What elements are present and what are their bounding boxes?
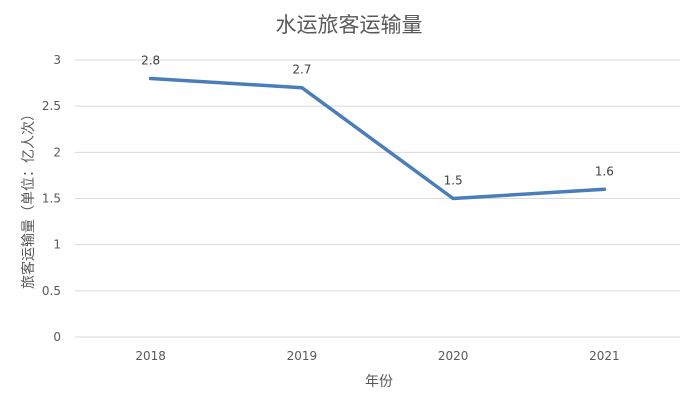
y-axis-ticks: 0 0.5 1 1.5 2 2.5 3 <box>42 53 61 344</box>
data-label: 1.6 <box>595 164 614 178</box>
series-line-0 <box>148 76 607 201</box>
data-label: 2.7 <box>292 63 311 77</box>
data-point <box>602 187 606 191</box>
data-labels: 2.8 2.7 1.5 1.6 <box>141 53 614 187</box>
data-point <box>451 197 455 200</box>
y-tick-label: 3 <box>53 53 61 67</box>
y-tick-label: 1 <box>53 238 61 252</box>
x-tick-label: 2020 <box>438 349 469 363</box>
series-layer <box>148 76 607 201</box>
chart-title: 水运旅客运输量 <box>276 13 423 37</box>
y-tick-label: 0.5 <box>42 284 61 298</box>
gridlines <box>75 59 680 338</box>
data-label: 1.5 <box>444 174 463 188</box>
x-axis-ticks: 2018 2019 2020 2021 <box>135 349 619 363</box>
x-axis-label: 年份 <box>365 374 393 390</box>
x-tick-label: 2021 <box>589 349 620 363</box>
data-point <box>149 76 153 80</box>
data-label: 2.8 <box>141 53 160 67</box>
data-point <box>300 86 304 90</box>
y-tick-label: 1.5 <box>42 192 61 206</box>
x-tick-label: 2019 <box>287 349 318 363</box>
y-tick-label: 2.5 <box>42 99 61 113</box>
y-axis-label: 旅客运输量（单位：亿人次） <box>20 107 37 289</box>
y-tick-label: 0 <box>53 330 61 344</box>
y-tick-label: 2 <box>53 145 61 159</box>
x-tick-label: 2018 <box>135 349 166 363</box>
